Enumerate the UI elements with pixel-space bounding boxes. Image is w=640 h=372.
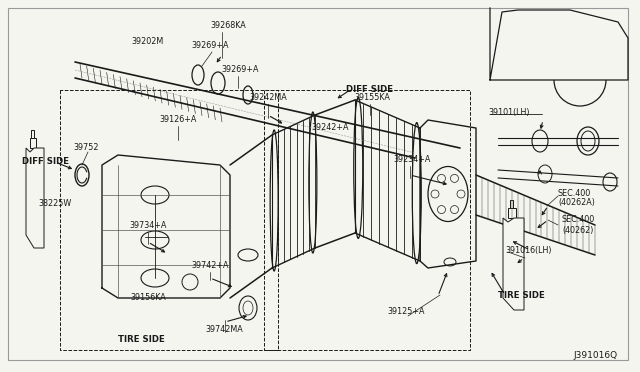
Text: 39269+A: 39269+A: [191, 42, 228, 51]
Text: 39734+A: 39734+A: [129, 221, 166, 231]
Polygon shape: [508, 208, 516, 218]
Text: DIFF SIDE: DIFF SIDE: [22, 157, 69, 167]
Text: 39742MA: 39742MA: [205, 326, 243, 334]
Text: J391016Q: J391016Q: [574, 350, 618, 359]
Text: 39242+A: 39242+A: [311, 124, 349, 132]
Text: 39269+A: 39269+A: [221, 65, 259, 74]
Text: 39242MA: 39242MA: [249, 93, 287, 103]
Text: SEC.400: SEC.400: [558, 189, 591, 198]
Text: 39202M: 39202M: [132, 38, 164, 46]
Polygon shape: [31, 130, 34, 138]
Text: 391016(LH): 391016(LH): [505, 246, 552, 254]
Text: SEC.400: SEC.400: [562, 215, 595, 224]
Text: 39101(LH): 39101(LH): [488, 108, 529, 116]
Polygon shape: [26, 148, 44, 248]
Text: 39125+A: 39125+A: [387, 308, 425, 317]
Text: TIRE SIDE: TIRE SIDE: [118, 336, 164, 344]
Text: (40262A): (40262A): [558, 199, 595, 208]
Text: 38225W: 38225W: [38, 199, 72, 208]
Text: DIFF SIDE: DIFF SIDE: [346, 86, 393, 94]
Polygon shape: [503, 218, 524, 310]
Text: 39742+A: 39742+A: [191, 262, 228, 270]
Polygon shape: [510, 200, 513, 208]
Text: 39752: 39752: [73, 142, 99, 151]
Text: 39156KA: 39156KA: [130, 294, 166, 302]
Text: 39268KA: 39268KA: [210, 22, 246, 31]
Text: 39234+A: 39234+A: [394, 155, 431, 164]
Text: TIRE SIDE: TIRE SIDE: [498, 292, 545, 301]
Polygon shape: [30, 138, 36, 148]
Text: (40262): (40262): [562, 225, 593, 234]
Text: 39155KA: 39155KA: [354, 93, 390, 103]
Text: 39126+A: 39126+A: [159, 115, 196, 125]
